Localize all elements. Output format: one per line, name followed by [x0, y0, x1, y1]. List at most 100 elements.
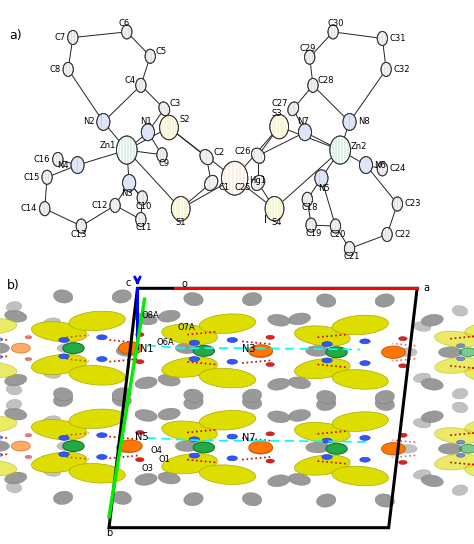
Ellipse shape — [326, 443, 347, 454]
Ellipse shape — [392, 197, 402, 211]
Text: O3: O3 — [141, 464, 153, 473]
Ellipse shape — [135, 377, 157, 389]
Ellipse shape — [43, 318, 61, 327]
Ellipse shape — [465, 463, 474, 478]
Ellipse shape — [377, 162, 388, 176]
Ellipse shape — [184, 293, 203, 306]
Ellipse shape — [227, 434, 237, 439]
Ellipse shape — [322, 342, 332, 347]
Ellipse shape — [135, 473, 157, 485]
Ellipse shape — [288, 410, 310, 422]
Text: N1: N1 — [140, 344, 153, 354]
Text: C20: C20 — [329, 230, 346, 239]
Ellipse shape — [117, 136, 137, 164]
Ellipse shape — [137, 191, 147, 205]
Ellipse shape — [158, 408, 180, 420]
Ellipse shape — [116, 442, 140, 453]
Ellipse shape — [452, 306, 468, 316]
Ellipse shape — [97, 433, 107, 437]
Text: C2: C2 — [214, 148, 225, 157]
Ellipse shape — [0, 417, 17, 432]
Ellipse shape — [200, 314, 255, 333]
Ellipse shape — [63, 441, 84, 452]
Text: C26: C26 — [235, 146, 251, 156]
Ellipse shape — [162, 454, 218, 474]
Ellipse shape — [322, 438, 332, 443]
Ellipse shape — [268, 475, 290, 487]
Ellipse shape — [288, 102, 299, 116]
Ellipse shape — [200, 410, 255, 430]
Ellipse shape — [332, 369, 388, 390]
Ellipse shape — [135, 410, 157, 422]
Ellipse shape — [54, 393, 73, 406]
Ellipse shape — [162, 357, 218, 378]
Ellipse shape — [141, 124, 155, 141]
Ellipse shape — [69, 409, 125, 429]
Ellipse shape — [6, 482, 22, 493]
Ellipse shape — [118, 342, 142, 354]
Text: C32: C32 — [393, 65, 410, 74]
Ellipse shape — [43, 369, 61, 379]
Text: I: I — [264, 215, 266, 225]
Ellipse shape — [375, 494, 394, 507]
Ellipse shape — [227, 337, 237, 343]
Ellipse shape — [25, 357, 32, 361]
Ellipse shape — [193, 442, 214, 453]
Text: Zn2: Zn2 — [350, 142, 367, 151]
Ellipse shape — [25, 455, 32, 459]
Text: S1: S1 — [175, 218, 186, 227]
Ellipse shape — [438, 347, 462, 358]
Ellipse shape — [413, 418, 431, 428]
Ellipse shape — [171, 196, 190, 221]
Ellipse shape — [184, 389, 203, 403]
Ellipse shape — [0, 337, 2, 342]
Ellipse shape — [460, 348, 474, 357]
Ellipse shape — [332, 315, 388, 335]
Text: C12: C12 — [91, 201, 108, 210]
Text: C23: C23 — [405, 200, 421, 208]
Text: S4: S4 — [272, 218, 282, 227]
Ellipse shape — [438, 443, 462, 454]
Ellipse shape — [0, 460, 17, 475]
Ellipse shape — [158, 472, 180, 484]
Ellipse shape — [452, 388, 468, 399]
Text: O8A: O8A — [141, 311, 159, 320]
Ellipse shape — [465, 366, 474, 382]
Ellipse shape — [421, 475, 443, 487]
Ellipse shape — [315, 170, 328, 187]
Ellipse shape — [97, 455, 107, 459]
Text: C5: C5 — [156, 47, 167, 56]
Ellipse shape — [54, 388, 73, 401]
Ellipse shape — [242, 492, 262, 506]
Ellipse shape — [97, 357, 107, 362]
Text: O1: O1 — [159, 455, 171, 464]
Ellipse shape — [57, 344, 76, 353]
Text: N4: N4 — [57, 160, 69, 170]
Ellipse shape — [0, 441, 9, 452]
Ellipse shape — [249, 441, 273, 454]
Ellipse shape — [304, 50, 315, 64]
Text: C22: C22 — [394, 230, 411, 239]
Ellipse shape — [265, 196, 284, 221]
Ellipse shape — [112, 393, 131, 406]
Ellipse shape — [136, 430, 144, 435]
Ellipse shape — [200, 368, 255, 388]
Ellipse shape — [413, 373, 431, 382]
Ellipse shape — [242, 389, 262, 403]
Ellipse shape — [157, 148, 167, 162]
Ellipse shape — [452, 485, 468, 496]
Text: C18: C18 — [301, 203, 318, 212]
Text: N3: N3 — [121, 189, 133, 197]
Text: C30: C30 — [327, 19, 344, 28]
Ellipse shape — [249, 443, 273, 454]
Ellipse shape — [57, 442, 76, 450]
Ellipse shape — [5, 408, 27, 420]
Ellipse shape — [136, 213, 146, 226]
Ellipse shape — [456, 344, 465, 348]
Ellipse shape — [31, 452, 87, 473]
Ellipse shape — [465, 419, 474, 435]
Ellipse shape — [299, 124, 311, 141]
Ellipse shape — [6, 384, 22, 395]
Ellipse shape — [266, 362, 274, 367]
Ellipse shape — [375, 391, 394, 404]
